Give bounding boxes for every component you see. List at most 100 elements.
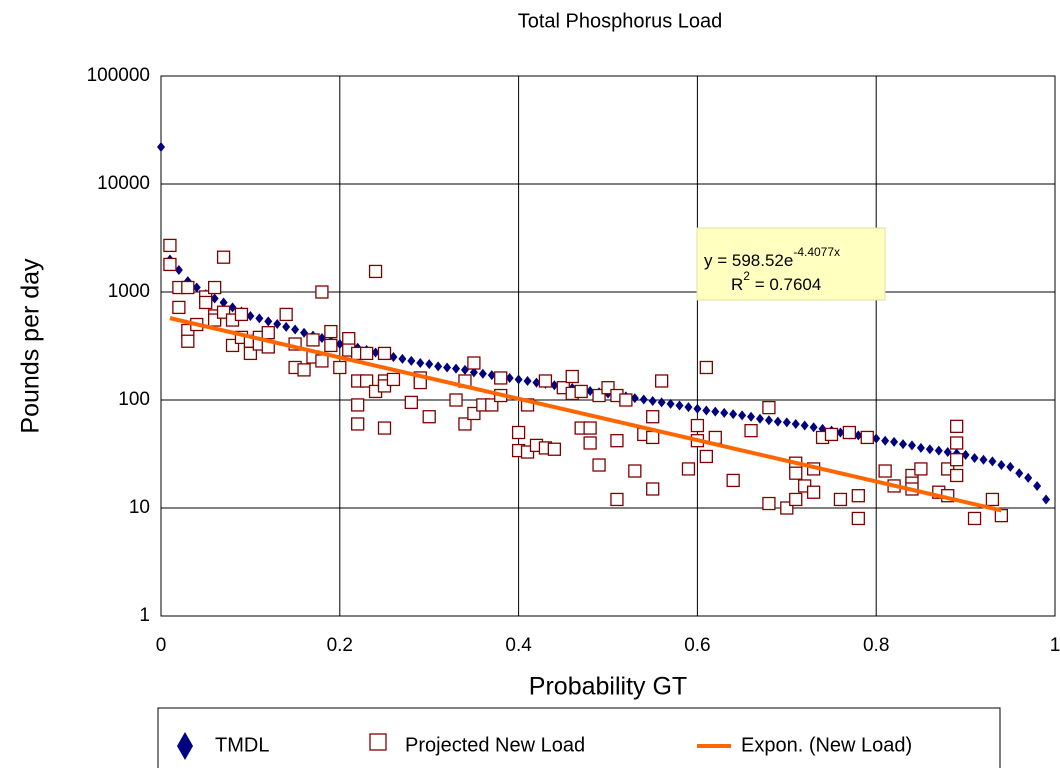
load-point	[583, 436, 597, 450]
tmdl-point	[425, 359, 434, 370]
tmdl-point	[970, 453, 979, 464]
tmdl-point	[988, 456, 997, 467]
legend-label: Projected New Load	[405, 734, 585, 756]
tmdl-point	[210, 293, 219, 304]
load-point	[628, 464, 642, 478]
tmdl-point	[755, 413, 764, 424]
y-tick-label: 100000	[87, 65, 150, 86]
load-point	[538, 374, 553, 388]
load-point	[744, 424, 758, 438]
load-point	[985, 492, 1000, 507]
tmdl-point	[469, 367, 478, 378]
tmdl-point	[791, 418, 800, 429]
tmdl-point	[157, 142, 165, 153]
load-point	[610, 434, 624, 448]
load-point	[324, 338, 338, 353]
legend-box	[157, 707, 1001, 768]
tmdl-point	[764, 415, 773, 426]
load-point	[950, 436, 964, 450]
load-point	[359, 346, 374, 361]
legend-label: TMDL	[215, 734, 269, 756]
load-point	[654, 374, 669, 388]
load-point	[234, 307, 249, 322]
load-point	[699, 449, 713, 464]
x-axis-title: Probability GT	[529, 673, 687, 701]
load-point	[699, 360, 713, 375]
annotation-box	[696, 227, 886, 301]
tmdl-point	[505, 372, 514, 383]
load-point	[619, 393, 633, 407]
y-axis-title: Pounds per day	[17, 258, 45, 434]
tmdl-point	[630, 393, 639, 404]
tmdl-point	[514, 374, 523, 385]
equation: y = 598.52e-4.4077x	[704, 245, 840, 270]
load-point	[646, 482, 660, 496]
load-point	[762, 400, 776, 415]
y-tick-label: 10000	[97, 173, 150, 194]
load-point	[377, 346, 392, 361]
y-tick-label: 1	[139, 605, 150, 626]
tmdl-point	[246, 310, 255, 321]
annotation: y = 598.52e-4.4077x R2 = 0.7604	[696, 227, 886, 301]
load-point	[324, 324, 338, 339]
load-point	[216, 250, 231, 264]
load-point	[306, 333, 320, 347]
load-point	[842, 425, 857, 440]
tmdl-point	[452, 363, 461, 374]
tmdl-point	[523, 375, 532, 386]
tmdl-point	[782, 417, 791, 428]
y-tick-label: 1000	[108, 281, 150, 302]
tmdl-point	[693, 403, 702, 414]
load-point	[467, 356, 481, 370]
plot-border	[160, 75, 1056, 617]
load-point	[386, 372, 401, 387]
tmdl-point	[666, 398, 675, 409]
tmdl-point	[1042, 494, 1051, 505]
load-point	[377, 421, 392, 435]
load-point	[261, 326, 275, 340]
tmdl-point	[264, 316, 273, 327]
load-point	[824, 427, 839, 442]
load-point	[914, 462, 928, 476]
load-point	[422, 410, 436, 424]
load-point	[297, 363, 311, 377]
tmdl-point	[711, 406, 720, 417]
load-point	[851, 511, 865, 526]
tmdl-point	[398, 353, 407, 364]
load-point	[806, 485, 821, 499]
chart-title: Total Phosphorus Load	[518, 10, 723, 32]
tmdl-point	[979, 454, 988, 465]
tmdl-point	[1006, 461, 1015, 472]
tmdl-point	[809, 422, 818, 433]
tmdl-point	[702, 405, 711, 416]
load-point	[646, 430, 660, 445]
tmdl-point	[720, 407, 729, 418]
load-point	[967, 511, 982, 526]
load-point	[860, 430, 874, 445]
r-power: 2	[743, 269, 750, 283]
load-point	[333, 360, 347, 375]
tmdl-point	[890, 436, 899, 447]
load-point	[404, 395, 418, 410]
tmdl-point	[532, 377, 541, 388]
load-point	[950, 468, 964, 483]
load-point	[574, 384, 588, 399]
load-point	[726, 473, 740, 488]
r-label: R	[731, 275, 743, 294]
tmdl-point	[460, 364, 469, 375]
tmdl-point	[907, 440, 916, 451]
tmdl-point	[273, 319, 282, 330]
load-point	[681, 462, 696, 476]
load-point	[199, 295, 213, 310]
tmdl-point	[371, 347, 380, 358]
load-point	[163, 238, 177, 253]
x-tick-label: 0.2	[327, 635, 353, 656]
load-point	[279, 307, 293, 322]
load-point	[449, 393, 463, 407]
x-tick-label: 0.6	[684, 635, 710, 656]
tmdl-point	[416, 358, 425, 369]
load-point	[833, 492, 848, 507]
load-point	[592, 458, 606, 472]
tmdl-point	[747, 411, 756, 422]
tmdl-point	[335, 339, 344, 350]
